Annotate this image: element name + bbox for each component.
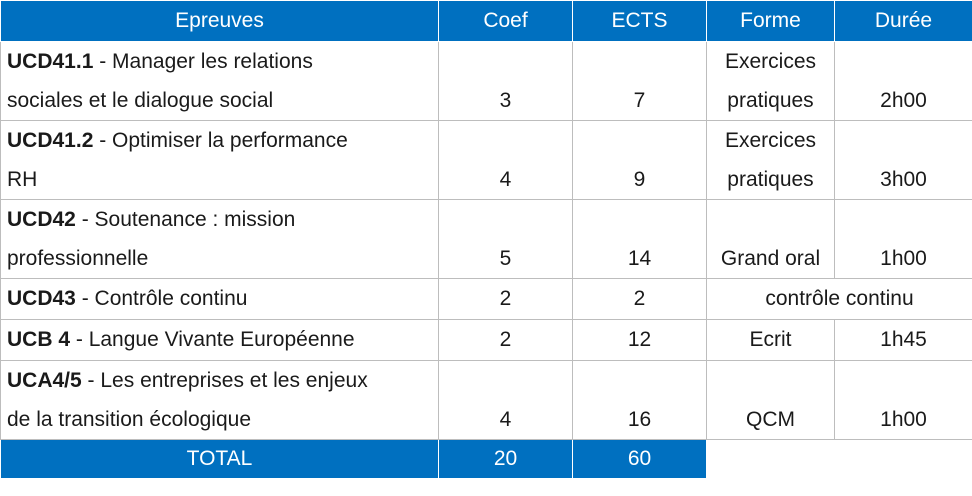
epreuve-title-line2: sociales et le dialogue social (7, 89, 274, 112)
forme-cell: Grand oral (706, 199, 835, 279)
table-row: UCD43 - Contrôle continu 2 2 contrôle co… (0, 278, 972, 320)
forme-line1: Exercices (724, 50, 817, 73)
duree-cell: 1h45 (834, 319, 972, 361)
header-epreuves: Epreuves (0, 0, 439, 42)
ects-cell: 2 (572, 278, 707, 320)
coef-cell: 2 (438, 278, 573, 320)
epreuve-title-line1: Langue Vivante Européenne (88, 328, 355, 351)
forme-cell: Ecrit (706, 319, 835, 361)
epreuve-cell: UCB 4 - Langue Vivante Européenne (0, 319, 439, 361)
forme-cell: Exercices pratiques (706, 120, 835, 200)
epreuve-code: UCB 4 (7, 328, 71, 351)
ects-cell: 9 (572, 120, 707, 200)
epreuve-separator: - (70, 328, 89, 351)
coef-cell: 2 (438, 319, 573, 361)
epreuve-cell: UCD42 - Soutenance : mission professionne… (0, 199, 439, 279)
header-coef: Coef (438, 0, 573, 42)
forme-line2: Grand oral (720, 247, 821, 270)
forme-cell: Exercices pratiques (706, 41, 835, 121)
total-ects: 60 (572, 439, 707, 479)
epreuve-title-line1: Soutenance : mission (94, 208, 296, 231)
duree-cell: 1h00 (834, 360, 972, 440)
epreuve-title-line1: Optimiser la performance (112, 129, 348, 152)
ects-cell: 16 (572, 360, 707, 440)
header-duree: Durée (834, 0, 972, 42)
epreuve-title-line2: professionnelle (7, 247, 149, 270)
ects-cell: 7 (572, 41, 707, 121)
epreuve-title-line1: Les entreprises et les enjeux (100, 369, 368, 392)
epreuve-code: UCD41.2 (7, 129, 94, 152)
epreuve-code: UCD41.1 (7, 50, 94, 73)
forme-line2: pratiques (727, 168, 814, 191)
total-label: TOTAL (0, 439, 439, 479)
forme-merged-cell: contrôle continu (706, 278, 972, 320)
forme-line2: pratiques (727, 89, 814, 112)
epreuve-title-line2: RH (7, 168, 38, 191)
epreuve-code: UCD43 (7, 287, 76, 310)
header-forme: Forme (706, 0, 835, 42)
header-ects: ECTS (572, 0, 707, 42)
epreuve-separator: - (81, 369, 101, 392)
ects-cell: 12 (572, 319, 707, 361)
table-row: UCB 4 - Langue Vivante Européenne 2 12 E… (0, 319, 972, 361)
table-row: UCD41.1 - Manager les relations sociales … (0, 41, 972, 121)
total-empty (706, 439, 972, 479)
epreuve-cell: UCD41.2 - Optimiser la performance RH (0, 120, 439, 200)
table-row: UCD41.2 - Optimiser la performance RH 4 9… (0, 120, 972, 200)
coef-cell: 3 (438, 41, 573, 121)
ects-cell: 14 (572, 199, 707, 279)
epreuve-title-line2: de la transition écologique (7, 408, 252, 431)
epreuve-title-line1: Manager les relations (112, 50, 313, 73)
table-row: UCA4/5 - Les entreprises et les enjeux de… (0, 360, 972, 440)
duree-cell: 2h00 (834, 41, 972, 121)
epreuves-table: Epreuves Coef ECTS Forme Durée UCD41.1 -… (0, 0, 972, 479)
forme-line1: Exercices (724, 129, 817, 152)
epreuve-separator: - (75, 287, 95, 310)
epreuve-code: UCD42 (7, 208, 76, 231)
epreuve-separator: - (93, 50, 113, 73)
epreuve-code: UCA4/5 (7, 369, 82, 392)
epreuve-title-line1: Contrôle continu (94, 287, 248, 310)
forme-line2: QCM (746, 408, 795, 431)
table-header-row: Epreuves Coef ECTS Forme Durée (0, 0, 972, 42)
total-coef: 20 (438, 439, 573, 479)
epreuve-cell: UCD41.1 - Manager les relations sociales … (0, 41, 439, 121)
coef-cell: 5 (438, 199, 573, 279)
coef-cell: 4 (438, 120, 573, 200)
total-row: TOTAL 20 60 (0, 439, 972, 479)
duree-cell: 1h00 (834, 199, 972, 279)
epreuve-separator: - (75, 208, 95, 231)
coef-cell: 4 (438, 360, 573, 440)
duree-cell: 3h00 (834, 120, 972, 200)
table-row: UCD42 - Soutenance : mission professionne… (0, 199, 972, 279)
epreuve-separator: - (93, 129, 113, 152)
forme-cell: QCM (706, 360, 835, 440)
epreuve-cell: UCA4/5 - Les entreprises et les enjeux de… (0, 360, 439, 440)
epreuve-cell: UCD43 - Contrôle continu (0, 278, 439, 320)
